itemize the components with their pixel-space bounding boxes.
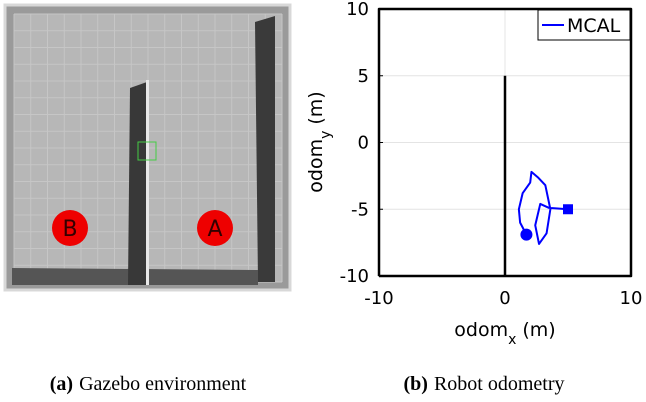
- wall-edge: [146, 80, 149, 285]
- caption-text: Robot odometry: [434, 373, 565, 395]
- marker-label: B: [62, 217, 77, 242]
- y-tick-label: 10: [346, 0, 369, 20]
- label-unit: (m): [522, 319, 555, 341]
- gazebo-scene: B A: [3, 3, 292, 292]
- caption-tag: (b): [404, 373, 428, 395]
- marker-a: [197, 210, 233, 246]
- y-tick-label: 0: [358, 133, 369, 154]
- y-tick-label: -10: [340, 266, 369, 287]
- label-sub: y: [318, 131, 334, 139]
- caption-a: (a) Gazebo environment: [50, 373, 247, 395]
- legend-label: MCAL: [567, 15, 621, 37]
- x-tick-label: 0: [499, 288, 510, 309]
- label-sub: x: [508, 332, 516, 348]
- label-main: odom: [305, 139, 327, 193]
- wall-right: [255, 16, 275, 282]
- y-tick-label: 5: [358, 66, 369, 87]
- wall-middle: [128, 82, 147, 285]
- x-tick-label: 10: [620, 288, 643, 309]
- y-tick-label: -5: [351, 199, 369, 220]
- caption-text: Gazebo environment: [79, 373, 247, 395]
- marker-label: A: [207, 217, 222, 242]
- trajectory-line: [517, 170, 569, 245]
- wall-line: [377, 7, 633, 278]
- scene-border: [3, 3, 292, 292]
- caption-b: (b) Robot odometry: [404, 373, 565, 395]
- end-marker: [563, 204, 573, 215]
- y-axis-label: odomy (m): [305, 91, 334, 192]
- x-axis-label: odomx (m): [454, 319, 555, 348]
- marker-b: [52, 210, 88, 246]
- label-unit: (m): [305, 91, 327, 124]
- x-tick-label: -10: [364, 288, 393, 309]
- robot: [137, 141, 157, 161]
- label-main: odom: [454, 319, 508, 341]
- start-marker: [520, 228, 533, 241]
- caption-tag: (a): [50, 373, 73, 395]
